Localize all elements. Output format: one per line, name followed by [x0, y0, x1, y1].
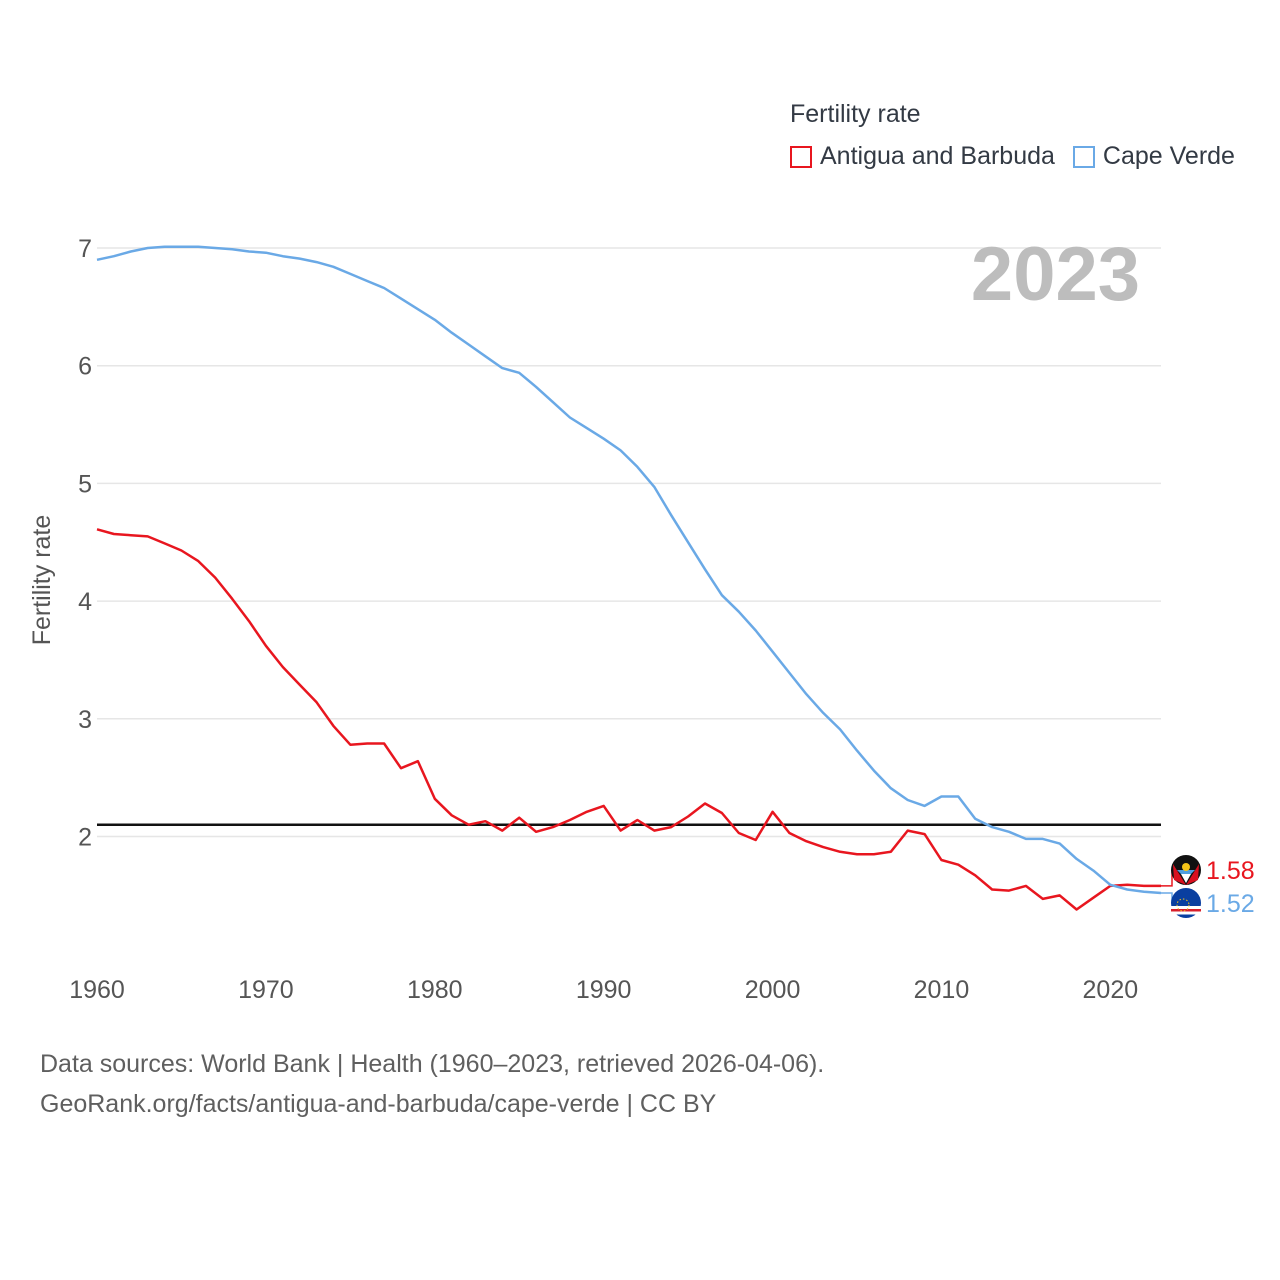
x-tick-label-1970: 1970 [238, 976, 294, 1004]
y-tick-label-2: 2 [78, 824, 92, 852]
y-tick-label-3: 3 [78, 706, 92, 734]
x-tick-label-1960: 1960 [69, 976, 125, 1004]
y-tick-label-7: 7 [78, 235, 92, 263]
flag-icon-antigua-and-barbuda [1171, 855, 1201, 885]
end-markers: 1.58 1.52 [1161, 855, 1255, 918]
legend-label-antigua: Antigua and Barbuda [820, 142, 1055, 170]
x-tick-label-1990: 1990 [576, 976, 632, 1004]
source-note: Data sources: World Bank | Health (1960–… [40, 1044, 824, 1124]
legend-title: Fertility rate [790, 100, 921, 128]
x-tick-label-2020: 2020 [1083, 976, 1139, 1004]
end-value-label-cape-verde: 1.52 [1206, 890, 1255, 918]
legend-swatch-antigua [790, 145, 812, 168]
x-tick-label-2010: 2010 [914, 976, 970, 1004]
source-line-2[interactable]: GeoRank.org/facts/antigua-and-barbuda/ca… [40, 1090, 717, 1118]
series-line-antigua-and-barbuda[interactable] [96, 528, 1161, 911]
legend-item-cape-verde[interactable]: Cape Verde [1072, 142, 1235, 171]
y-tick-label-4: 4 [78, 588, 92, 616]
grid: 2 3 4 5 6 7 1960 1970 1980 1990 2000 2010 2020 [69, 235, 1161, 1004]
y-tick-label-6: 6 [78, 353, 92, 381]
legend-item-antigua[interactable]: Antigua and Barbuda [790, 142, 1055, 171]
x-tick-label-2000: 2000 [745, 976, 801, 1004]
series-line-cape-verde[interactable] [96, 245, 1162, 895]
series-group [96, 245, 1162, 911]
end-connector-cape-verde [1161, 892, 1173, 903]
y-tick-label-5: 5 [78, 470, 92, 498]
flag-icon-cape-verde [1171, 888, 1201, 918]
legend: Antigua and Barbuda Cape Verde [790, 142, 1253, 171]
legend-label-cape-verde: Cape Verde [1102, 142, 1235, 170]
y-axis-label: Fertility rate [28, 515, 56, 646]
end-value-label-antigua-and-barbuda: 1.58 [1206, 857, 1255, 885]
year-label: 2023 [971, 232, 1140, 317]
end-connector-antigua-and-barbuda [1161, 870, 1173, 887]
x-tick-label-1980: 1980 [407, 976, 463, 1004]
legend-swatch-cape-verde [1072, 145, 1095, 168]
source-line-1: Data sources: World Bank | Health (1960–… [40, 1050, 825, 1078]
